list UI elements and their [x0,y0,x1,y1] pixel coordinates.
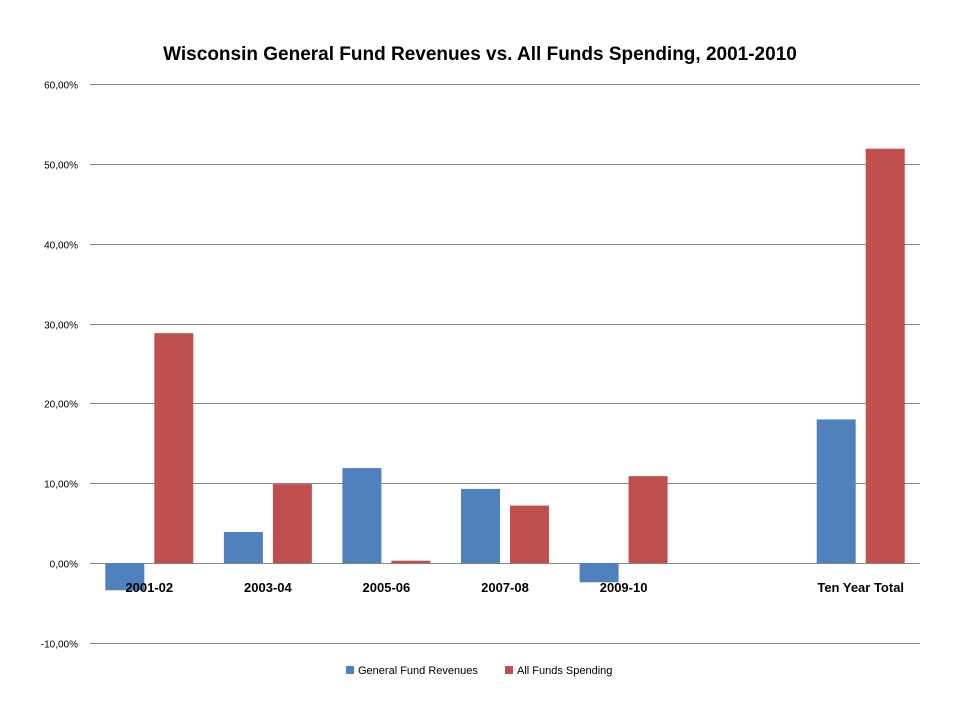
bar-general-fund-revenues [579,563,619,583]
y-tick-label: 10,00% [44,480,78,491]
bar-general-fund-revenues [816,419,856,564]
bar-general-fund-revenues [342,468,382,564]
legend-label: General Fund Revenues [358,665,478,677]
y-tick-label: 60,00% [44,81,78,92]
x-tick-label: 2009-10 [600,580,648,595]
bar-all-funds-spending [391,560,431,564]
x-tick-label: 2007-08 [481,580,529,595]
legend-swatch [505,666,513,674]
x-tick-label: 2001-02 [125,580,173,595]
chart-title: Wisconsin General Fund Revenues vs. All … [163,44,797,65]
x-tick-label: Ten Year Total [817,580,904,595]
legend-label: All Funds Spending [517,665,612,677]
y-tick-label: 30,00% [44,321,78,332]
x-tick-label: 2003-04 [244,580,292,595]
bars [105,148,905,591]
y-tick-label: 50,00% [44,161,78,172]
y-tick-label: 20,00% [44,400,78,411]
x-tick-label: 2005-06 [363,580,411,595]
x-axis-ticks: 2001-02 2003-04 2005-06 2007-08 2009-10 Ten Y… [125,580,904,595]
y-tick-label: 0,00% [50,560,78,571]
bar-all-funds-spending [865,148,905,564]
y-axis-ticks: -10,00% 0,00% 10,00% 20,00% 30,00% 40,00% 50,0… [41,81,78,651]
bar-all-funds-spending [628,476,668,564]
bar-general-fund-revenues [223,532,263,564]
bar-general-fund-revenues [105,563,145,591]
bar-all-funds-spending [272,484,312,564]
bar-general-fund-revenues [461,488,500,564]
bar-all-funds-spending [510,505,549,564]
y-tick-label: 40,00% [44,241,78,252]
gridlines [90,84,920,644]
legend-swatch [346,666,354,674]
legend: General Fund Revenues All Funds Spending [346,665,612,677]
y-tick-label: -10,00% [41,640,78,651]
bar-all-funds-spending [154,333,194,564]
